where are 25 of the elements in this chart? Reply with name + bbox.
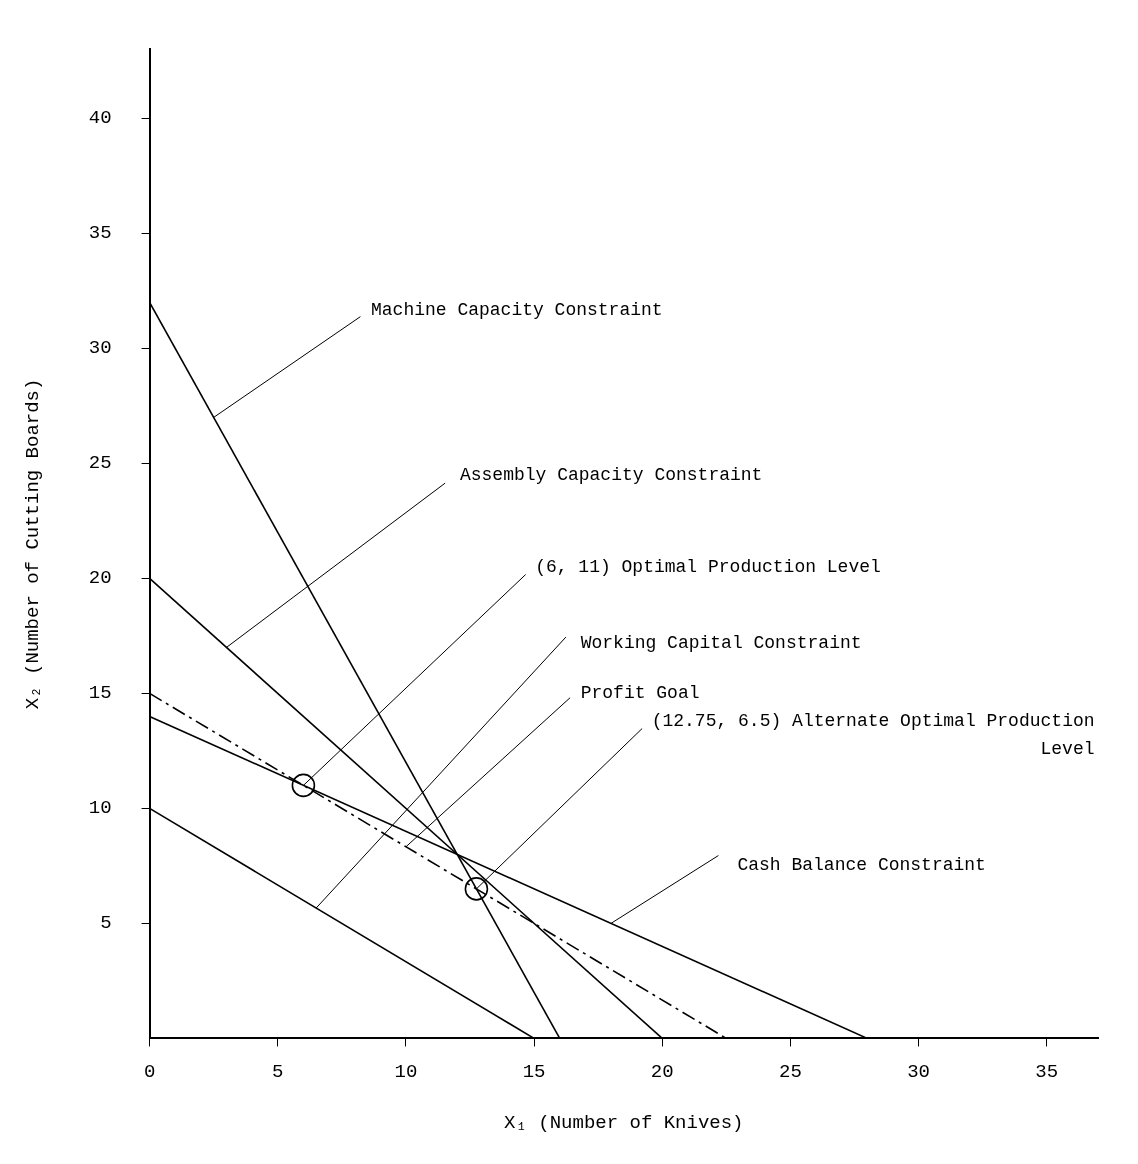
annotation: Machine Capacity Constraint (370, 299, 663, 320)
annotation: Working Capital Constraint (580, 632, 862, 653)
y-tick-label: 20 (88, 567, 112, 590)
y-tick-label: 5 (100, 912, 112, 935)
y-tick-label: 40 (88, 107, 112, 130)
x-tick-label: 20 (650, 1060, 674, 1083)
x-tick-label: 0 (143, 1060, 156, 1083)
y-tick-label: 25 (88, 452, 112, 475)
y-tick-label: 35 (88, 222, 112, 245)
x-tick-label: 5 (272, 1060, 284, 1083)
y-tick-label: 10 (88, 797, 112, 820)
x-tick-label: 10 (394, 1060, 418, 1083)
annotation: Profit Goal (580, 682, 700, 703)
annotation: Assembly Capacity Constraint (459, 465, 763, 486)
y-tick-label: 15 (88, 682, 112, 705)
annotation: (6, 11) Optimal Production Level (535, 556, 881, 577)
y-tick-label: 30 (88, 337, 112, 360)
x-tick-label: 35 (1035, 1060, 1059, 1083)
annotation: (12.75, 6.5) Alternate Optimal Production Level (651, 710, 1095, 759)
x-tick-label: 25 (779, 1060, 802, 1083)
x-tick-label: 15 (522, 1060, 546, 1083)
x-tick-label: 30 (907, 1060, 930, 1083)
y-axis-title: X₂ (Number of Cutting Boards) (22, 378, 45, 710)
x-axis-title: X₁ (Number of Knives) (504, 1111, 744, 1134)
annotation: Cash Balance Constraint (737, 854, 986, 875)
